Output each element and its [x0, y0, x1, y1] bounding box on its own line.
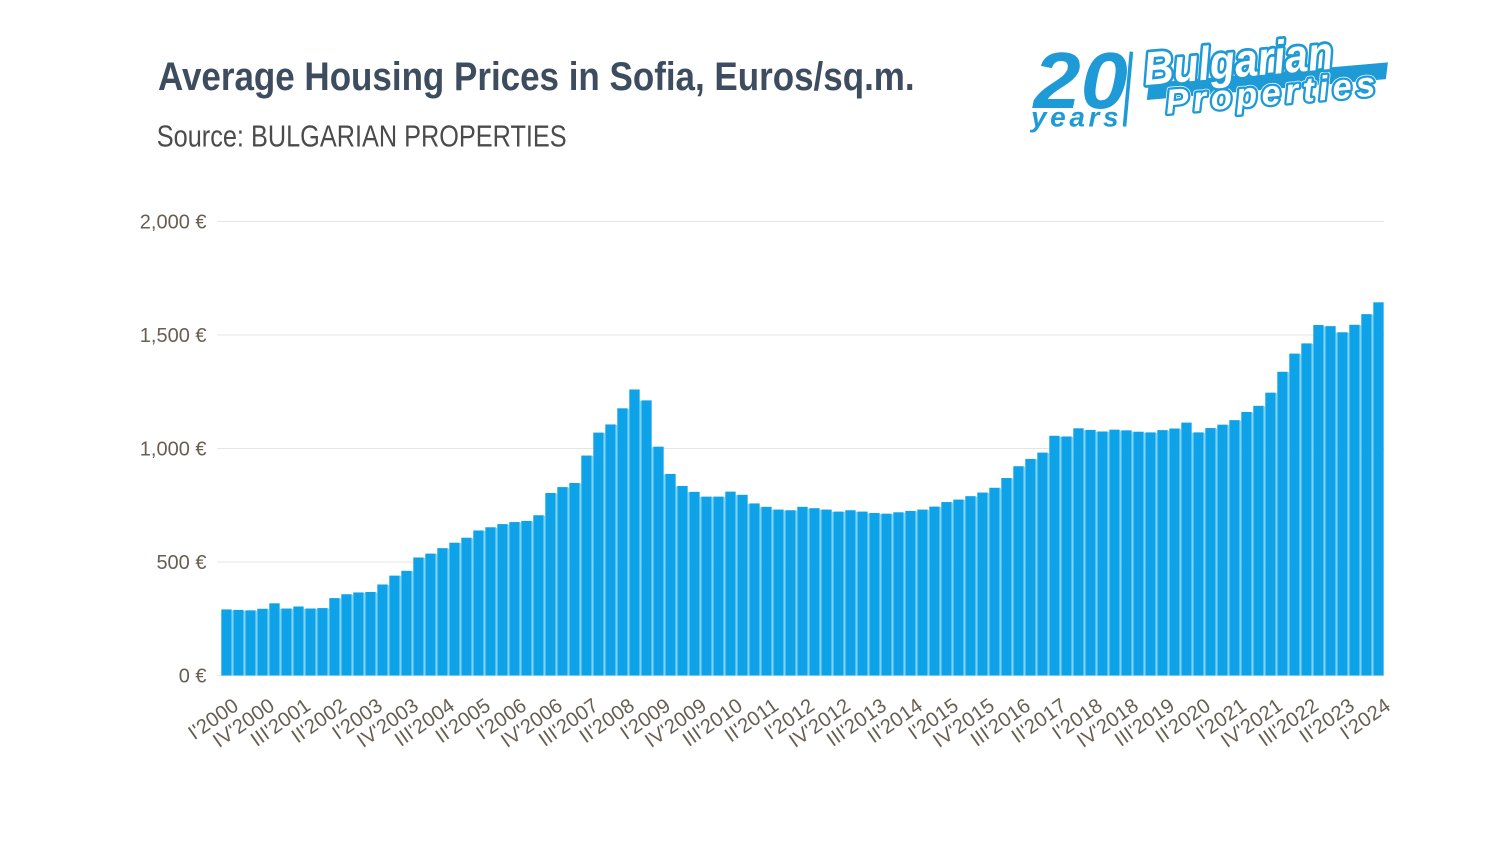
svg-text:2,000 €: 2,000 € [140, 212, 207, 234]
svg-text:1,000 €: 1,000 € [140, 439, 207, 461]
svg-text:years: years [1029, 102, 1122, 133]
svg-text:Average Housing Prices in Sofi: Average Housing Prices in Sofia, Euros/s… [158, 54, 915, 99]
svg-text:0 €: 0 € [179, 666, 207, 688]
svg-text:20: 20 [1031, 36, 1128, 125]
svg-text:Source: BULGARIAN PROPERTIES: Source: BULGARIAN PROPERTIES [157, 118, 567, 153]
svg-text:1,500 €: 1,500 € [140, 325, 207, 347]
svg-text:500 €: 500 € [156, 552, 206, 574]
